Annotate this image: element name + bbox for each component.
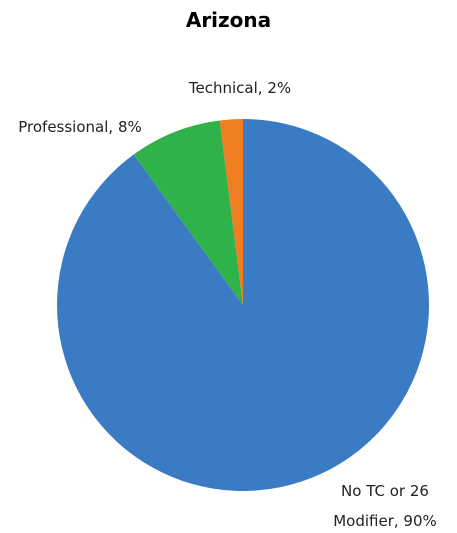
label-value: 90% bbox=[403, 512, 437, 530]
label-value: 2% bbox=[267, 79, 292, 97]
data-label: No TC or 26 Modifier, 90% bbox=[333, 482, 437, 530]
data-label: Technical, 2% bbox=[188, 79, 292, 97]
label-value: 8% bbox=[117, 118, 142, 136]
pie-slice bbox=[219, 119, 243, 305]
label-category: No TC or 26 Modifier bbox=[333, 482, 429, 530]
chart-title: Arizona bbox=[185, 8, 272, 32]
label-category: Technical bbox=[188, 79, 258, 97]
pie-slice bbox=[133, 120, 243, 305]
label-category: Professional bbox=[18, 118, 109, 136]
data-label: Professional, 8% bbox=[18, 118, 142, 136]
pie-slice bbox=[57, 119, 429, 491]
